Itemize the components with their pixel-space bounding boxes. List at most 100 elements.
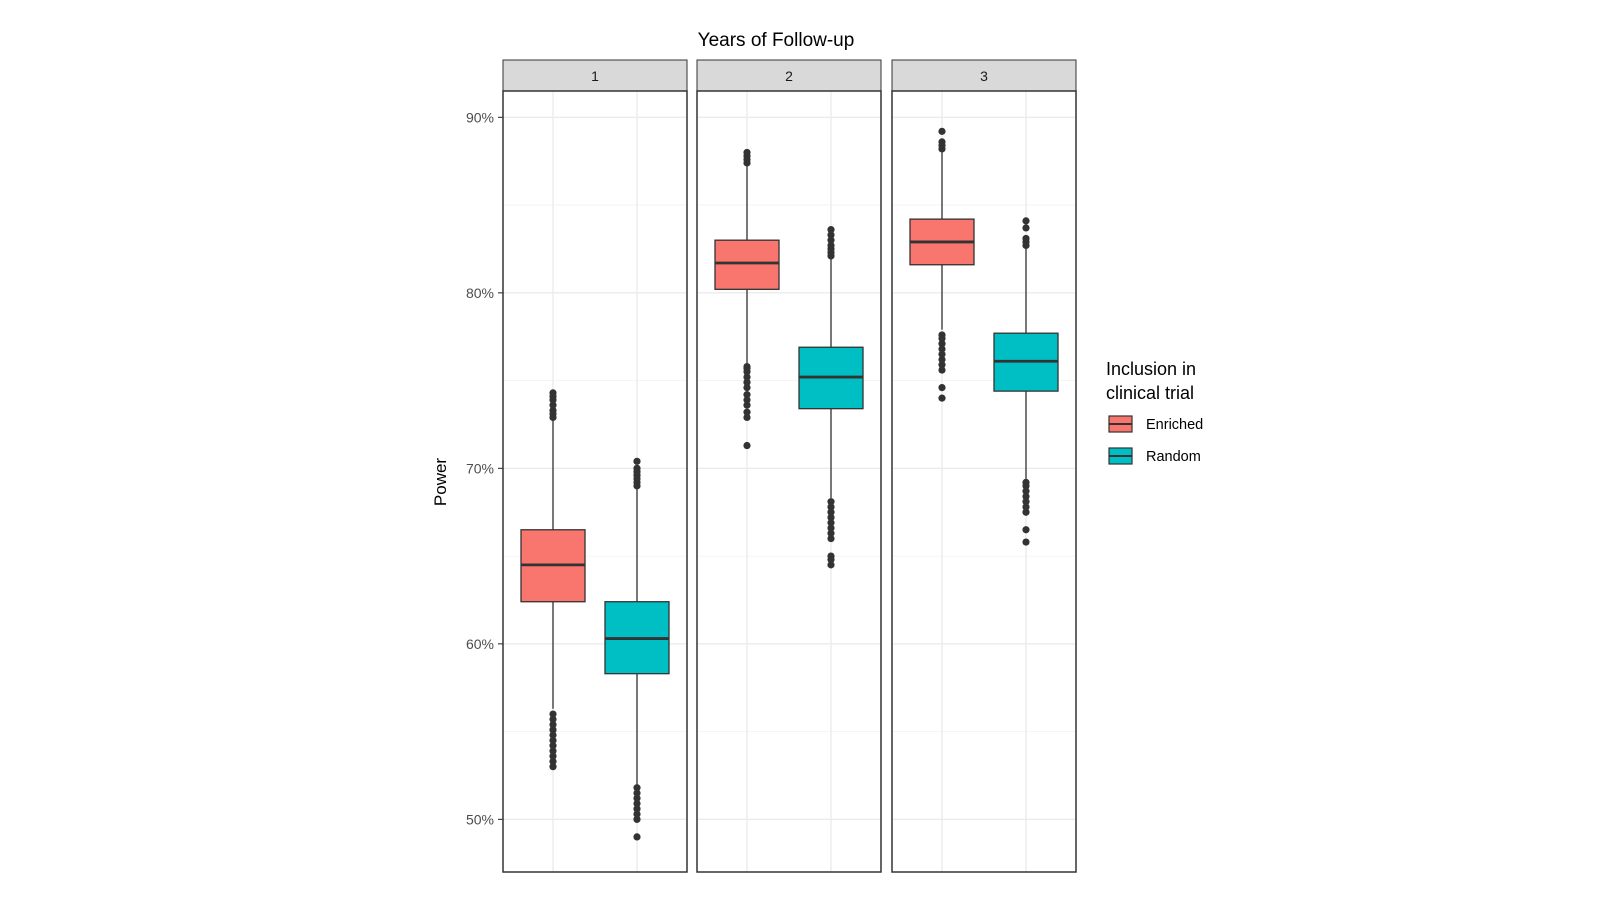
outlier-point xyxy=(938,138,946,146)
outlier-point xyxy=(549,763,557,771)
outlier-point xyxy=(743,378,751,386)
outlier-point xyxy=(743,384,751,392)
panel-background xyxy=(892,91,1076,872)
outlier-point xyxy=(938,366,946,374)
y-axis-title: Power xyxy=(431,458,450,507)
facet-panels: 1 2 3 xyxy=(502,59,1077,873)
facet-strip xyxy=(696,59,882,92)
outlier-point xyxy=(1022,478,1030,486)
panel-border xyxy=(696,90,882,873)
outlier-point xyxy=(633,794,641,802)
outlier-point xyxy=(938,127,946,135)
panel-border xyxy=(502,90,688,873)
outlier-point xyxy=(1022,217,1030,225)
facet-strip-label: 2 xyxy=(785,68,793,84)
outlier-point xyxy=(827,226,835,234)
outlier-point xyxy=(827,503,835,511)
y-tick-label: 60% xyxy=(466,636,494,652)
outlier-point xyxy=(827,498,835,506)
outlier-point xyxy=(827,231,835,239)
outlier-point xyxy=(549,726,557,734)
outlier-point xyxy=(827,236,835,244)
facet-panel-3: 3 xyxy=(891,59,1077,873)
outlier-point xyxy=(827,508,835,516)
outlier-point xyxy=(827,534,835,543)
facet-strip-label: 1 xyxy=(591,68,599,84)
outlier-point xyxy=(1022,224,1030,232)
panel-background xyxy=(697,91,881,872)
outlier-point xyxy=(549,715,557,723)
y-axis: 50% 60% 70% 80% 90% xyxy=(466,109,503,827)
outlier-point xyxy=(827,529,835,537)
box-enriched xyxy=(714,148,780,450)
box-enriched xyxy=(520,389,586,771)
outlier-point xyxy=(938,350,946,358)
outlier-point xyxy=(549,752,557,760)
outlier-point xyxy=(549,389,557,397)
panel-background xyxy=(503,91,687,872)
outlier-point xyxy=(827,524,835,532)
outlier-point xyxy=(938,355,946,364)
facet-panel-2: 2 xyxy=(696,59,882,873)
outlier-point xyxy=(633,789,641,797)
outlier-point xyxy=(827,552,835,560)
y-tick-label: 70% xyxy=(466,460,494,476)
outlier-point xyxy=(938,361,946,369)
outlier-point xyxy=(549,757,557,766)
panel-border xyxy=(891,90,1077,873)
legend-label: Enriched xyxy=(1146,417,1203,433)
outlier-point xyxy=(633,464,641,472)
outlier-point xyxy=(633,799,641,808)
outlier-point xyxy=(743,391,751,399)
legend-label: Random xyxy=(1146,449,1201,465)
legend-title-line: clinical trial xyxy=(1106,383,1194,403)
outlier-point xyxy=(743,401,751,409)
outlier-point xyxy=(743,362,751,371)
facet-panel-1: 1 xyxy=(502,59,688,873)
legend: Inclusion in clinical trial Enriched Random xyxy=(1106,359,1203,465)
facet-strip xyxy=(891,59,1077,92)
facet-strip xyxy=(502,59,688,92)
outlier-point xyxy=(633,784,641,792)
outlier-point xyxy=(633,805,641,813)
outlier-point xyxy=(549,747,557,755)
outlier-point xyxy=(743,396,751,404)
outlier-point xyxy=(743,413,751,422)
box-random xyxy=(604,457,670,841)
outlier-point xyxy=(743,373,751,381)
outlier-point xyxy=(827,241,835,250)
outlier-point xyxy=(549,736,557,744)
outlier-point xyxy=(633,815,641,823)
outlier-point xyxy=(633,457,641,465)
outlier-point xyxy=(743,441,751,450)
box-enriched xyxy=(909,127,975,402)
outlier-point xyxy=(1022,498,1030,506)
outlier-point xyxy=(1022,234,1030,243)
outlier-point xyxy=(938,384,946,392)
y-tick-label: 90% xyxy=(466,109,494,125)
outlier-point xyxy=(938,394,946,402)
outlier-point xyxy=(938,345,946,353)
outlier-point xyxy=(743,408,751,416)
box-body xyxy=(714,239,780,290)
outlier-point xyxy=(1022,538,1030,546)
y-tick-label: 50% xyxy=(466,811,494,827)
outlier-point xyxy=(633,833,641,841)
outlier-point xyxy=(549,731,557,739)
box-random xyxy=(993,217,1059,546)
outlier-point xyxy=(549,710,557,718)
outlier-point xyxy=(938,331,946,339)
outlier-point xyxy=(549,401,557,409)
outlier-point xyxy=(549,742,557,750)
outlier-point xyxy=(1022,487,1030,495)
facet-strip-label: 3 xyxy=(980,68,988,84)
outlier-point xyxy=(1022,508,1030,516)
outlier-point xyxy=(827,513,835,522)
outlier-point xyxy=(1022,526,1030,534)
legend-title-line: Inclusion in xyxy=(1106,359,1196,379)
outlier-point xyxy=(827,519,835,527)
legend-item-random: Random xyxy=(1108,447,1201,465)
outlier-point xyxy=(549,720,557,729)
box-random xyxy=(798,226,864,569)
